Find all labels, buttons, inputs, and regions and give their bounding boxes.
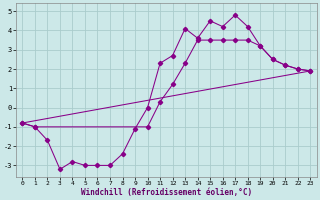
X-axis label: Windchill (Refroidissement éolien,°C): Windchill (Refroidissement éolien,°C) (81, 188, 252, 197)
